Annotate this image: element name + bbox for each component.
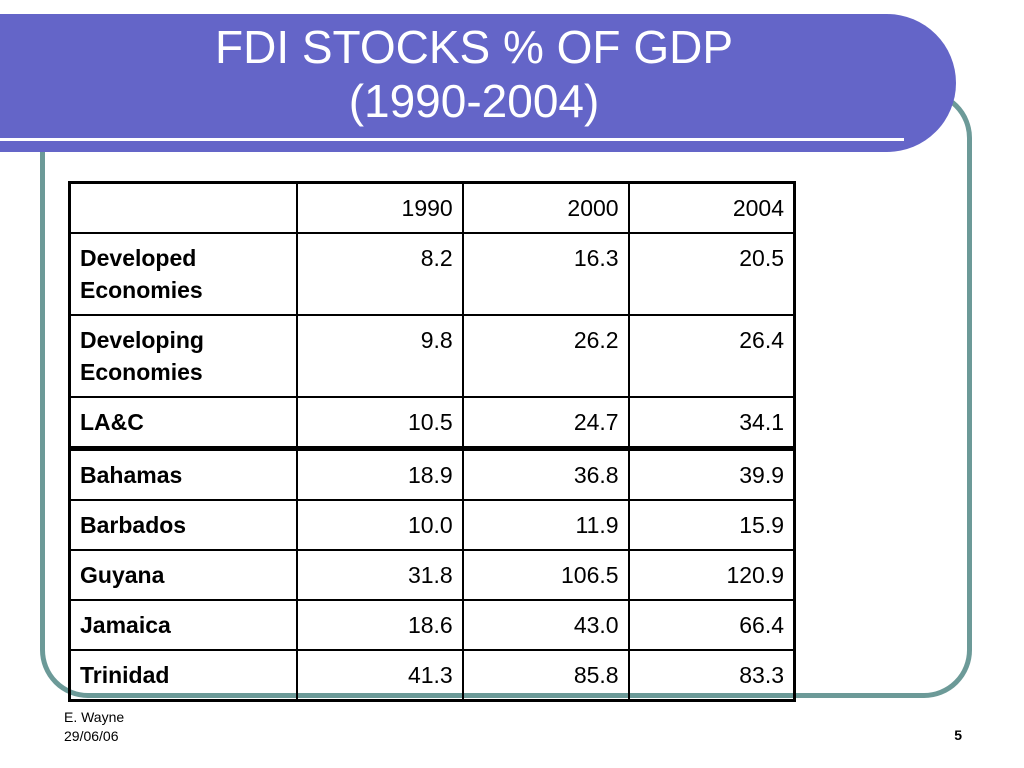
cell-2000: 26.2 — [461, 314, 630, 398]
cell-2004: 66.4 — [627, 599, 796, 651]
cell-1990: 18.9 — [295, 447, 464, 501]
row-label-line-2: Economies — [80, 277, 203, 303]
cell-1990: 41.3 — [295, 649, 464, 702]
table-row: Barbados 10.0 11.9 15.9 — [68, 499, 796, 551]
row-label: Bahamas — [68, 447, 298, 501]
row-label: Developed Economies — [68, 232, 298, 316]
table-row: Developing Economies 9.8 26.2 26.4 — [68, 314, 796, 398]
cell-2000: 106.5 — [461, 549, 630, 601]
cell-2004: 39.9 — [627, 447, 796, 501]
row-label: Jamaica — [68, 599, 298, 651]
table-row: Developed Economies 8.2 16.3 20.5 — [68, 232, 796, 316]
cell-2000: 16.3 — [461, 232, 630, 316]
cell-2000: 11.9 — [461, 499, 630, 551]
footer-info: E. Wayne 29/06/06 — [64, 708, 124, 746]
row-label: Guyana — [68, 549, 298, 601]
cell-2000: 85.8 — [461, 649, 630, 702]
cell-2000: 24.7 — [461, 396, 630, 451]
footer-date: 29/06/06 — [64, 728, 119, 744]
row-label: Trinidad — [68, 649, 298, 702]
title-line-1: FDI STOCKS % OF GDP — [215, 21, 733, 73]
table-row: Trinidad 41.3 85.8 83.3 — [68, 649, 796, 702]
slide-title: FDI STOCKS % OF GDP (1990-2004) — [0, 20, 948, 128]
cell-1990: 8.2 — [295, 232, 464, 316]
cell-2004: 20.5 — [627, 232, 796, 316]
table-row: LA&C 10.5 24.7 34.1 — [68, 396, 796, 451]
header-cell-2000: 2000 — [461, 181, 630, 234]
cell-2000: 43.0 — [461, 599, 630, 651]
row-label-line-1: Developing — [80, 327, 204, 353]
cell-2004: 34.1 — [627, 396, 796, 451]
table-header-row: 1990 2000 2004 — [68, 181, 796, 234]
header-cell-empty — [68, 181, 298, 234]
title-line-2: (1990-2004) — [348, 75, 600, 127]
table-row: Jamaica 18.6 43.0 66.4 — [68, 599, 796, 651]
cell-2004: 83.3 — [627, 649, 796, 702]
row-label-line-2: Economies — [80, 359, 203, 385]
table-row: Guyana 31.8 106.5 120.9 — [68, 549, 796, 601]
header-cell-2004: 2004 — [627, 181, 796, 234]
cell-2000: 36.8 — [461, 447, 630, 501]
cell-1990: 31.8 — [295, 549, 464, 601]
row-label: Developing Economies — [68, 314, 298, 398]
cell-2004: 15.9 — [627, 499, 796, 551]
cell-1990: 10.5 — [295, 396, 464, 451]
row-label: Barbados — [68, 499, 298, 551]
cell-1990: 18.6 — [295, 599, 464, 651]
cell-1990: 10.0 — [295, 499, 464, 551]
row-label-line-1: Developed — [80, 245, 197, 271]
title-band — [0, 14, 956, 152]
header-cell-1990: 1990 — [295, 181, 464, 234]
footer-author: E. Wayne — [64, 709, 125, 725]
fdi-table: 1990 2000 2004 Developed Economies 8.2 16… — [68, 181, 796, 702]
cell-2004: 26.4 — [627, 314, 796, 398]
page-number: 5 — [954, 727, 962, 743]
table-row: Bahamas 18.9 36.8 39.9 — [68, 447, 796, 501]
row-label: LA&C — [68, 396, 298, 451]
title-underline — [0, 138, 904, 141]
cell-1990: 9.8 — [295, 314, 464, 398]
cell-2004: 120.9 — [627, 549, 796, 601]
